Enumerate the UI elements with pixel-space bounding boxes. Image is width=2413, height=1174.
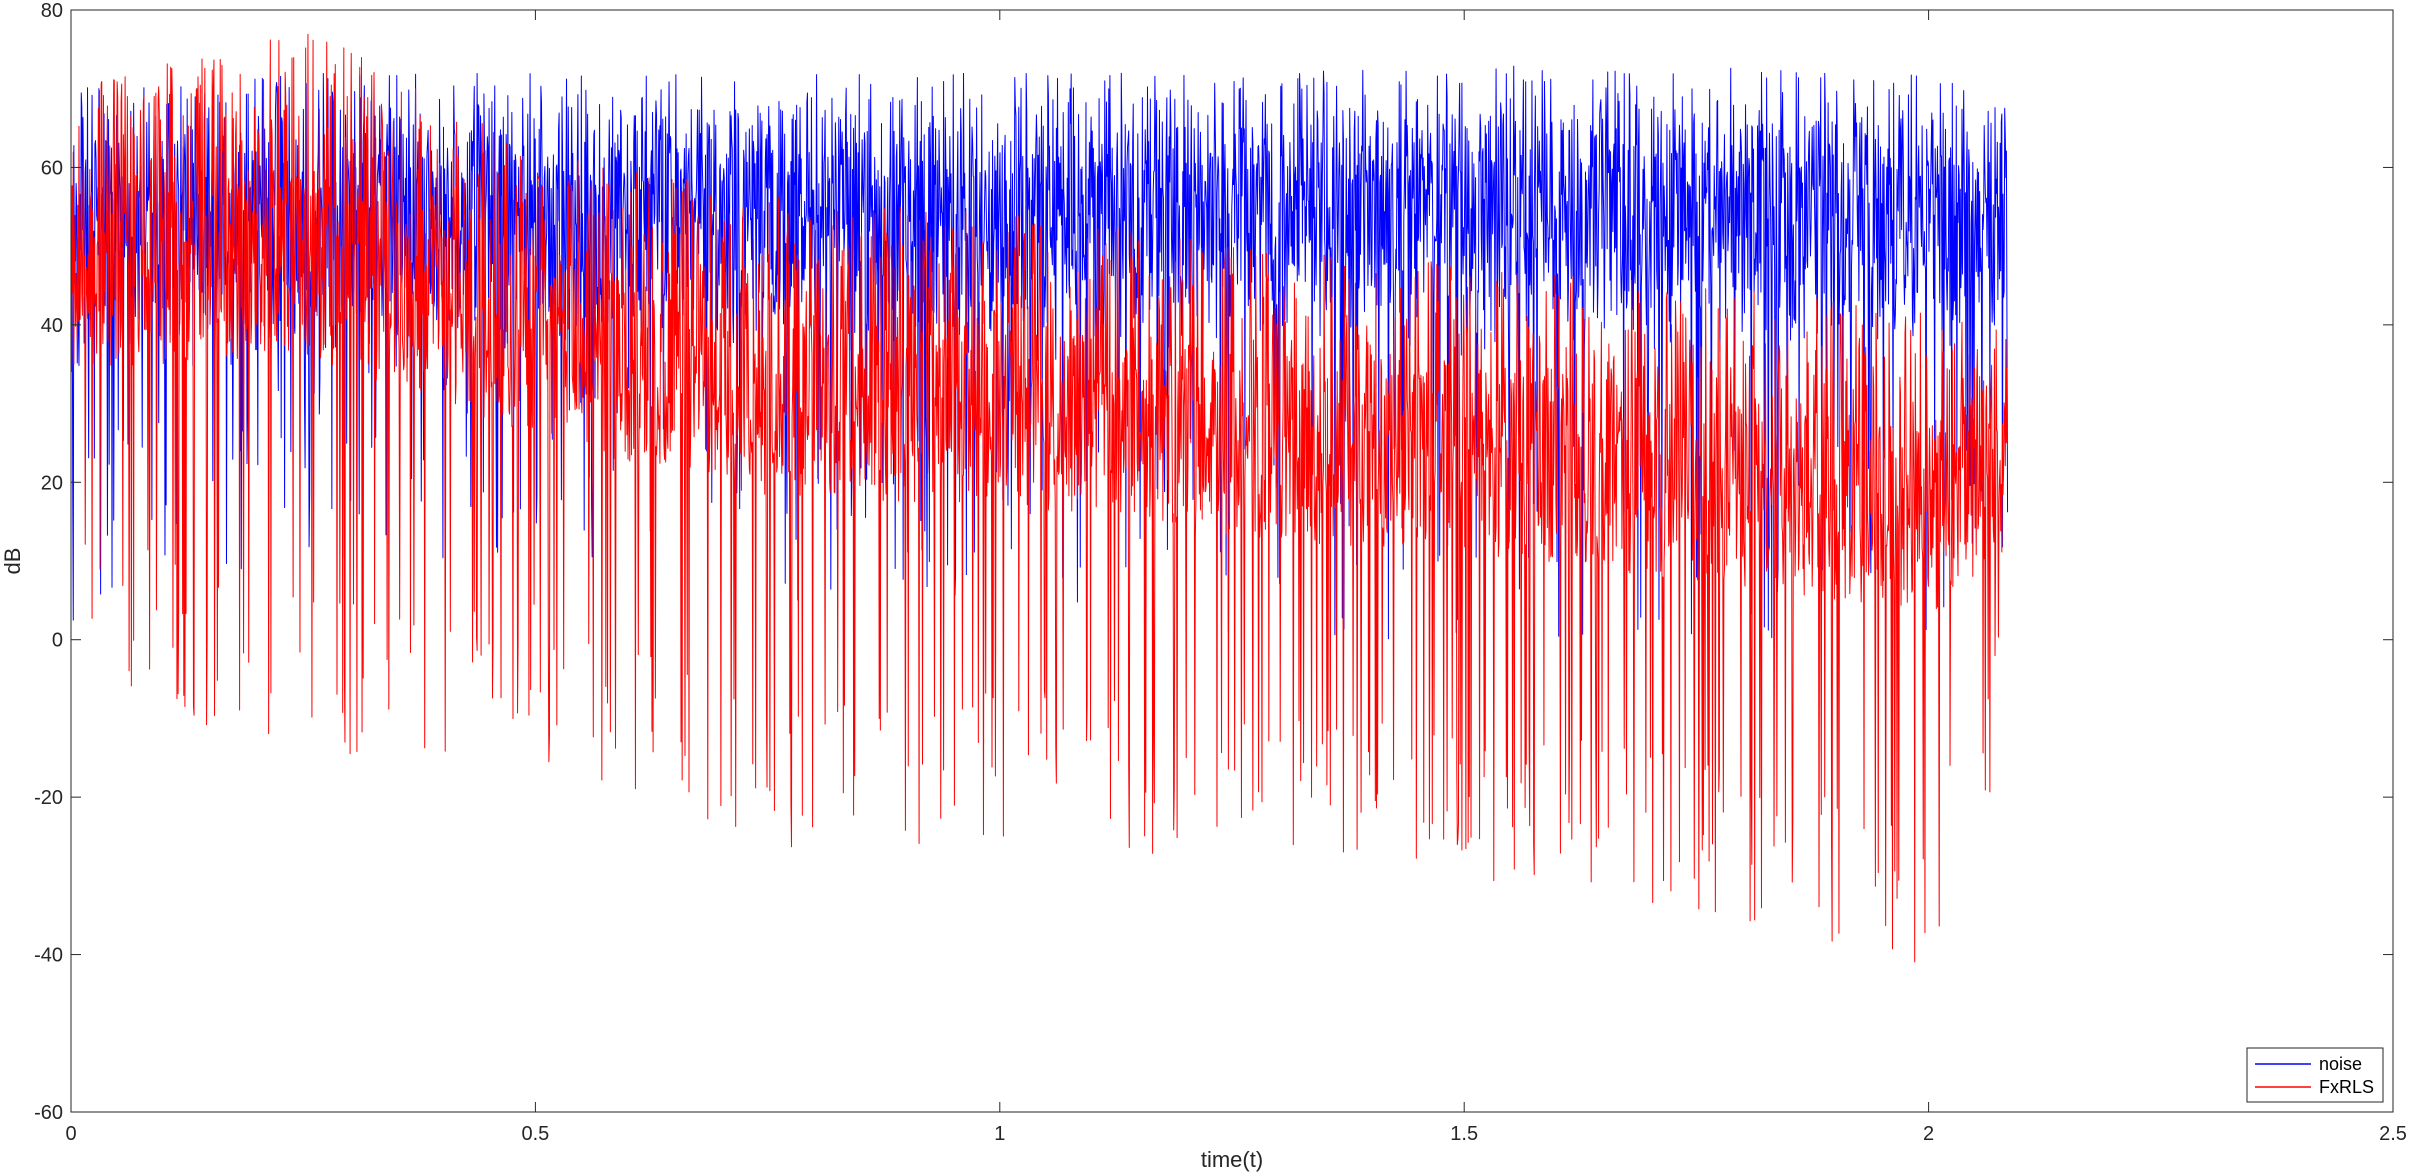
y-tick-label: -20 [34,787,63,809]
y-tick-label: 40 [41,315,63,337]
axes-box [70,9,2394,1113]
y-tick-label: -60 [34,1102,63,1124]
legend: noise FxRLS [2246,1047,2384,1103]
x-tick-label: 0 [65,1123,76,1145]
y-tick-label: 80 [41,0,63,22]
x-tick-label: 0.5 [521,1123,549,1145]
y-tick-label: 60 [41,157,63,179]
x-axis-label: time(t) [1201,1147,1263,1172]
plot-series [70,33,2009,963]
y-axis-ticks: -60 -40 -20 0 20 40 60 80 [34,0,2393,1124]
x-tick-label: 1.5 [1450,1123,1478,1145]
x-tick-label: 2 [1923,1123,1934,1145]
legend-box [2246,1047,2384,1103]
legend-entry-noise: noise [2319,1054,2362,1074]
series-line-fxrls [70,33,2009,963]
y-tick-label: -40 [34,945,63,967]
x-tick-label: 1 [994,1123,1005,1145]
y-tick-label: 0 [52,630,63,652]
y-axis-label: dB [0,548,25,575]
x-axis-ticks: 0 0.5 1 1.5 2 2.5 [65,10,2407,1145]
x-tick-label: 2.5 [2379,1123,2407,1145]
legend-entry-fxrls: FxRLS [2319,1077,2374,1097]
y-tick-label: 20 [41,472,63,494]
